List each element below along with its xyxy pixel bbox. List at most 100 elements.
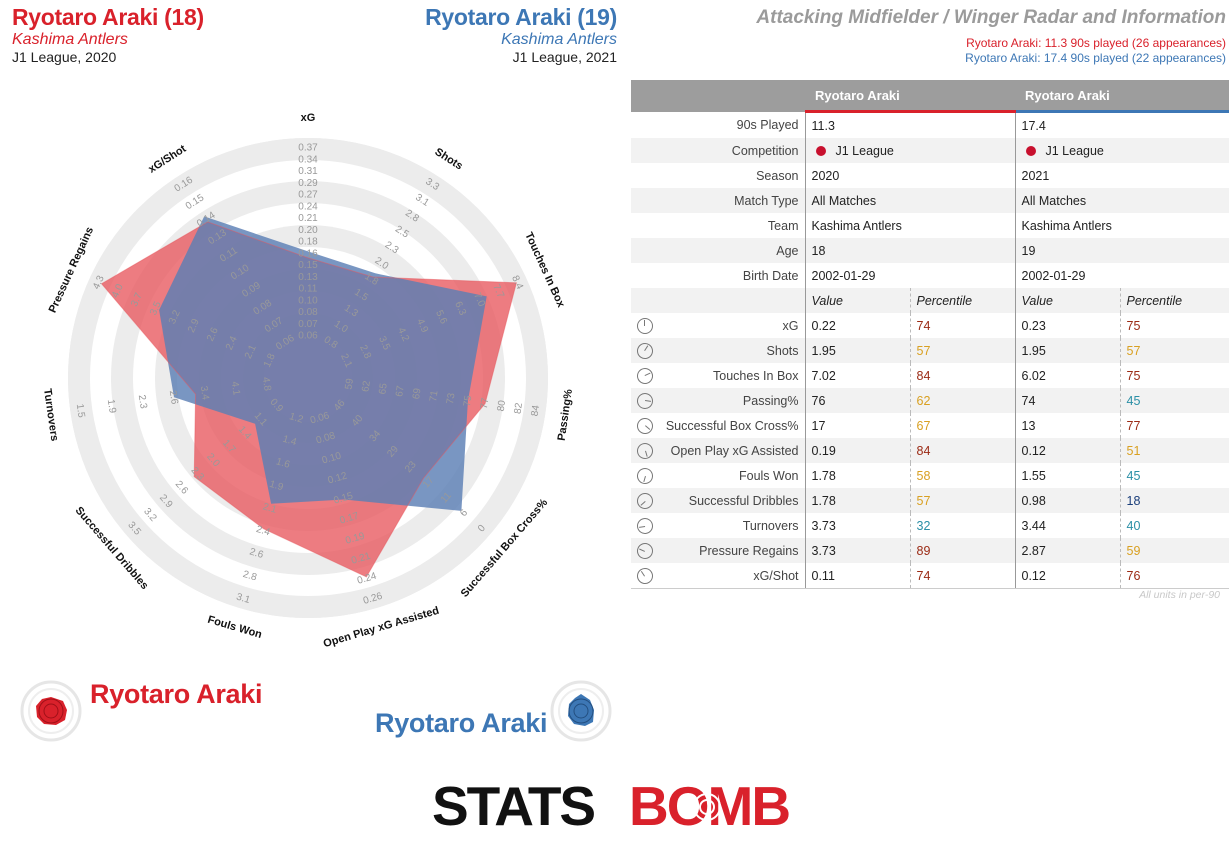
metric-row: Pressure Regains 3.73 89 2.87 59 <box>631 538 1229 563</box>
svg-text:BOMB: BOMB <box>629 775 789 835</box>
info-row: Age 18 19 <box>631 238 1229 263</box>
player1-competition: J1 League, 2020 <box>12 49 117 65</box>
radar-tick-label: 1.6 <box>275 456 292 471</box>
metric-percentile-player2: 59 <box>1119 538 1229 563</box>
radar-tick-label: 2.4 <box>224 334 240 352</box>
radar-tick-label: 65 <box>377 382 390 395</box>
metric-dial-icon <box>633 489 657 513</box>
metric-row: Touches In Box 7.02 84 6.02 75 <box>631 363 1229 388</box>
radar-tick-label: 0.18 <box>298 237 318 248</box>
info-row-value-player1: Kashima Antlers <box>811 218 902 233</box>
radar-tick-label: 3.2 <box>167 308 183 326</box>
metric-percentile-player2: 77 <box>1119 413 1229 438</box>
subheader-percentile: Percentile <box>1119 288 1229 313</box>
units-note: All units in per-90 <box>1139 589 1220 601</box>
metric-row: Open Play xG Assisted 0.19 84 0.12 51 <box>631 438 1229 463</box>
metric-percentile-player2: 57 <box>1119 338 1229 363</box>
radar-tick-label: 0.16 <box>298 248 318 259</box>
info-row-value-player1: 2020 <box>811 168 840 183</box>
info-row: Team Kashima Antlers Kashima Antlers <box>631 213 1229 238</box>
info-row: Birth Date 2002-01-29 2002-01-29 <box>631 263 1229 288</box>
metric-label-text: xG <box>782 318 799 333</box>
metric-value-player2: 1.55 <box>1014 463 1120 488</box>
metric-row: Turnovers 3.73 32 3.44 40 <box>631 513 1229 538</box>
radar-tick-label: 2.1 <box>243 343 259 361</box>
radar-tick-label: 0.17 <box>338 510 360 526</box>
metric-value-player2: 0.23 <box>1014 313 1120 338</box>
radar-tick-label: 3.7 <box>129 291 145 309</box>
metric-dial-icon <box>637 318 653 334</box>
subheader-blank <box>631 288 806 313</box>
info-row-value-player1: 2002-01-29 <box>811 268 876 283</box>
statsbomb-logo: STATS BOMB <box>432 775 791 835</box>
metric-value-player1: 1.78 <box>805 488 910 513</box>
metric-value-player2: 0.12 <box>1014 438 1120 463</box>
radar-tick-label: 1.9 <box>105 399 118 415</box>
title-block: Attacking Midfielder / Winger Radar and … <box>756 6 1226 66</box>
radar-tick-label: 0.31 <box>298 166 318 177</box>
metric-value-player2: 74 <box>1014 388 1120 413</box>
info-row: Season 2020 2021 <box>631 163 1229 188</box>
subheader-value: Value <box>805 288 910 313</box>
metric-percentile-player1: 62 <box>909 388 1015 413</box>
info-row: Match Type All Matches All Matches <box>631 188 1229 213</box>
metric-row: Successful Dribbles 1.78 57 0.98 18 <box>631 488 1229 513</box>
metric-value-player1: 0.11 <box>805 563 910 589</box>
metric-label: Successful Box Cross% <box>631 413 806 438</box>
info-row-label: Season <box>631 163 806 188</box>
metric-dial-icon <box>635 391 655 411</box>
player1-team: Kashima Antlers <box>12 31 128 48</box>
radar-tick-label: 75 <box>462 394 475 407</box>
info-row-label: Match Type <box>631 188 806 213</box>
metric-dial-icon <box>633 339 657 363</box>
info-row-value-player1: All Matches <box>805 188 1015 213</box>
metric-value-player2: 2.87 <box>1014 538 1120 563</box>
radar-axis-label: Fouls Won <box>206 614 263 641</box>
info-row: 90s Played 11.3 17.4 <box>631 111 1229 138</box>
radar-tick-label: 3.5 <box>376 335 392 353</box>
radar-tick-label: 84 <box>530 404 543 417</box>
metric-dial-icon <box>635 441 655 461</box>
player1-name: Ryotaro Araki (18) <box>12 4 204 30</box>
radar-tick-label: 8.4 <box>509 274 525 292</box>
metric-label-text: Turnovers <box>742 518 799 533</box>
metric-dial-icon <box>633 414 657 438</box>
table-header-player1: Ryotaro Araki <box>805 80 1015 113</box>
radar-tick-label: 1.4 <box>281 434 298 449</box>
player2-name: Ryotaro Araki (19) <box>425 4 617 30</box>
info-row-value-player2: All Matches <box>1014 188 1229 213</box>
metric-dial-icon <box>633 564 657 588</box>
radar-tick-label: 0.15 <box>333 490 355 506</box>
radar-tick-label: 4.3 <box>91 274 107 292</box>
radar-tick-label: 0.11 <box>299 284 318 295</box>
radar-tick-label: 69 <box>411 387 424 400</box>
metric-value-player2: 0.98 <box>1014 488 1120 513</box>
metric-percentile-player1: 84 <box>909 363 1015 388</box>
radar-tick-label: 2.6 <box>167 390 180 406</box>
metric-row: Successful Box Cross% 17 67 13 77 <box>631 413 1229 438</box>
metric-percentile-player2: 40 <box>1119 513 1229 538</box>
table-header-player2: Ryotaro Araki <box>1015 80 1229 113</box>
radar-tick-label: 0.06 <box>309 410 331 426</box>
radar-tick-label: 0.26 <box>362 591 384 607</box>
metric-percentile-player2: 75 <box>1119 313 1229 338</box>
radar-tick-label: 80 <box>496 399 509 412</box>
player1-header: Ryotaro Araki (18) Kashima Antlers J1 Le… <box>12 4 204 66</box>
metric-value-player2: 13 <box>1014 413 1120 438</box>
metric-row: Fouls Won 1.78 58 1.55 45 <box>631 463 1229 488</box>
metric-label-text: Passing% <box>742 393 799 408</box>
metric-percentile-player1: 32 <box>909 513 1015 538</box>
metric-row: xG 0.22 74 0.23 75 <box>631 313 1229 338</box>
radar-series-player1-outline <box>100 221 518 578</box>
radar-tick-label: 0 <box>476 523 488 535</box>
radar-tick-label: 77 <box>479 397 492 410</box>
metric-value-player2: 6.02 <box>1014 363 1120 388</box>
info-table: Ryotaro Araki Ryotaro Araki 90s Played 11… <box>631 80 1229 589</box>
metric-dial-icon <box>634 540 656 562</box>
radar-tick-label: 5.6 <box>433 309 449 327</box>
radar-tick-label: 0.37 <box>298 143 318 154</box>
metric-label: Turnovers <box>631 513 806 538</box>
player1-legend-name: Ryotaro Araki <box>90 679 263 709</box>
svg-text:STATS: STATS <box>432 775 594 835</box>
radar-tick-label: 2.9 <box>186 317 202 335</box>
